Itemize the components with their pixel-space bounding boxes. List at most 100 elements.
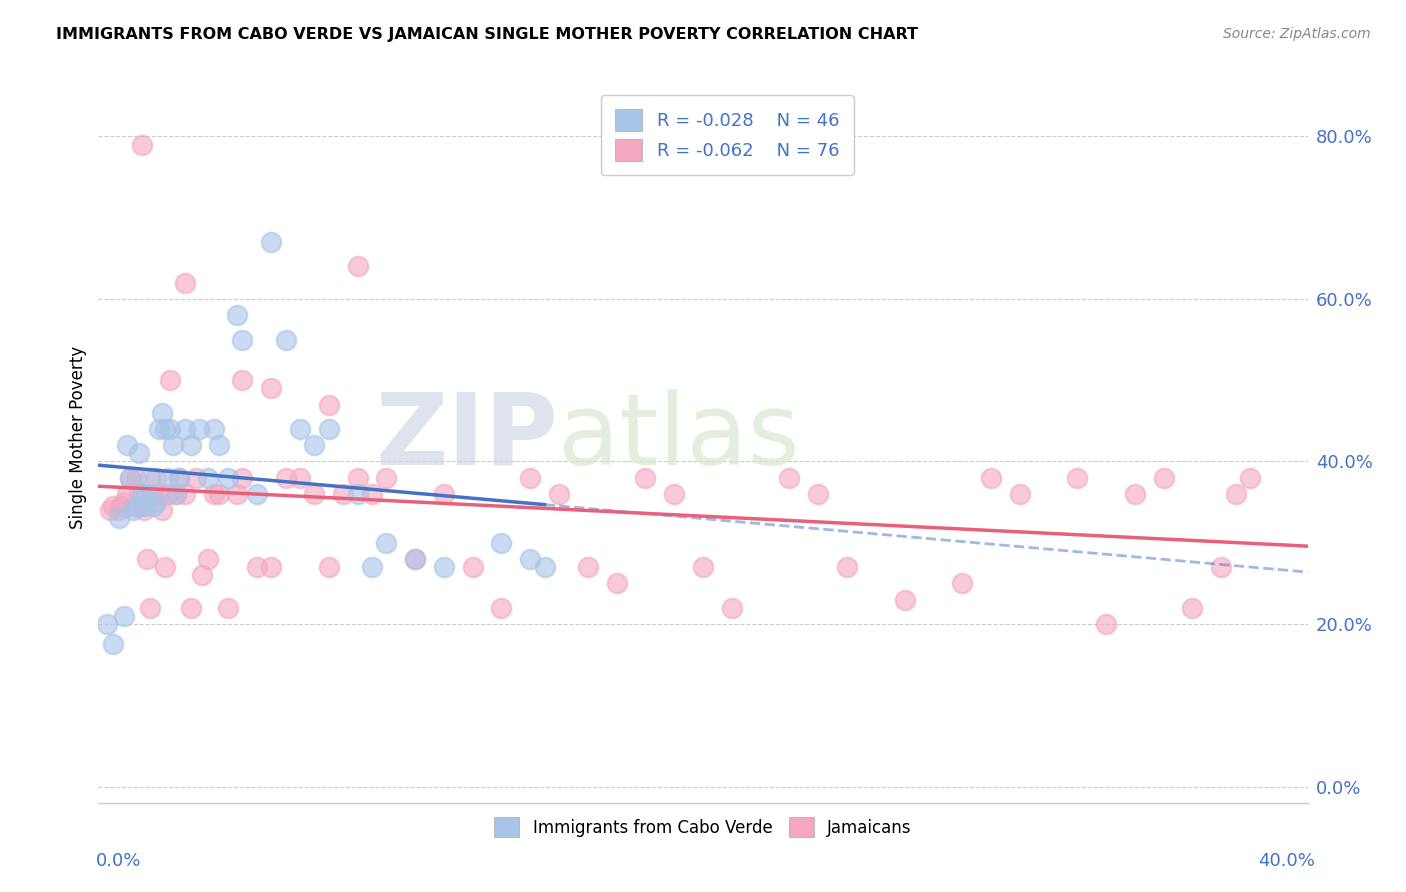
Point xyxy=(115,438,138,452)
Point xyxy=(101,499,124,513)
Point xyxy=(260,235,283,249)
Point xyxy=(142,487,165,501)
Text: Source: ZipAtlas.com: Source: ZipAtlas.com xyxy=(1223,27,1371,41)
Text: atlas: atlas xyxy=(558,389,800,485)
Point xyxy=(180,438,202,452)
Point xyxy=(162,438,184,452)
Point xyxy=(260,560,283,574)
Point xyxy=(186,471,208,485)
Point xyxy=(950,576,973,591)
Point xyxy=(167,471,190,485)
Point xyxy=(191,568,214,582)
Point xyxy=(548,487,571,501)
Point xyxy=(318,560,340,574)
Point xyxy=(115,487,138,501)
Point xyxy=(98,503,121,517)
Point xyxy=(893,592,915,607)
Legend: Immigrants from Cabo Verde, Jamaicans: Immigrants from Cabo Verde, Jamaicans xyxy=(486,809,920,846)
Point xyxy=(1181,600,1204,615)
Point xyxy=(148,487,170,501)
Point xyxy=(156,471,179,485)
Point xyxy=(1123,487,1146,501)
Point xyxy=(491,535,513,549)
Point xyxy=(332,487,354,501)
Point xyxy=(634,471,657,485)
Point xyxy=(375,535,398,549)
Point xyxy=(606,576,628,591)
Point xyxy=(165,487,187,501)
Point xyxy=(231,373,253,387)
Point xyxy=(128,446,150,460)
Point xyxy=(122,499,145,513)
Point xyxy=(122,503,145,517)
Y-axis label: Single Mother Poverty: Single Mother Poverty xyxy=(69,345,87,529)
Point xyxy=(107,511,129,525)
Point xyxy=(1225,487,1247,501)
Point xyxy=(131,487,153,501)
Point xyxy=(159,422,181,436)
Point xyxy=(1095,617,1118,632)
Point xyxy=(404,552,426,566)
Point xyxy=(173,276,195,290)
Text: IMMIGRANTS FROM CABO VERDE VS JAMAICAN SINGLE MOTHER POVERTY CORRELATION CHART: IMMIGRANTS FROM CABO VERDE VS JAMAICAN S… xyxy=(56,27,918,42)
Point xyxy=(1008,487,1031,501)
Point xyxy=(165,487,187,501)
Point xyxy=(131,499,153,513)
Point xyxy=(346,260,368,274)
Text: 0.0%: 0.0% xyxy=(96,852,141,870)
Point xyxy=(112,608,135,623)
Point xyxy=(150,503,173,517)
Point xyxy=(134,503,156,517)
Point xyxy=(139,471,162,485)
Point xyxy=(519,471,541,485)
Point xyxy=(720,600,742,615)
Point xyxy=(180,600,202,615)
Point xyxy=(101,637,124,651)
Point xyxy=(120,471,142,485)
Point xyxy=(980,471,1002,485)
Point xyxy=(318,398,340,412)
Point xyxy=(173,422,195,436)
Point xyxy=(664,487,686,501)
Point xyxy=(461,560,484,574)
Point xyxy=(274,471,297,485)
Point xyxy=(304,487,326,501)
Point xyxy=(188,422,211,436)
Point xyxy=(318,422,340,436)
Point xyxy=(361,487,384,501)
Point xyxy=(1239,471,1261,485)
Point xyxy=(153,422,176,436)
Point xyxy=(1066,471,1088,485)
Point xyxy=(491,600,513,615)
Point xyxy=(288,471,311,485)
Point xyxy=(167,471,190,485)
Point xyxy=(807,487,830,501)
Point xyxy=(346,487,368,501)
Point xyxy=(142,499,165,513)
Point xyxy=(208,487,231,501)
Point xyxy=(110,499,132,513)
Point xyxy=(375,471,398,485)
Point xyxy=(125,471,148,485)
Point xyxy=(148,422,170,436)
Point xyxy=(304,438,326,452)
Point xyxy=(533,560,555,574)
Point xyxy=(150,406,173,420)
Text: ZIP: ZIP xyxy=(375,389,558,485)
Point xyxy=(225,487,247,501)
Point xyxy=(433,560,456,574)
Point xyxy=(120,471,142,485)
Point xyxy=(197,471,219,485)
Point xyxy=(112,495,135,509)
Text: 40.0%: 40.0% xyxy=(1258,852,1315,870)
Point xyxy=(225,308,247,322)
Point xyxy=(835,560,858,574)
Point xyxy=(692,560,714,574)
Point xyxy=(197,552,219,566)
Point xyxy=(576,560,599,574)
Point xyxy=(159,373,181,387)
Point xyxy=(208,438,231,452)
Point xyxy=(274,333,297,347)
Point xyxy=(246,487,269,501)
Point xyxy=(1211,560,1233,574)
